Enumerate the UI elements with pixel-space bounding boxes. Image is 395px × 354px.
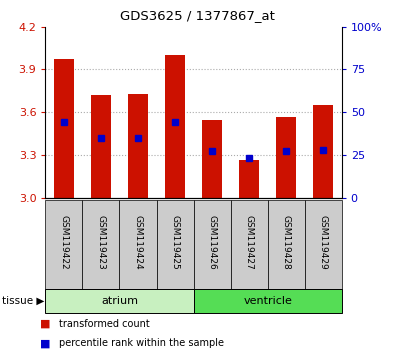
- Bar: [156, 200, 194, 289]
- Bar: [165, 55, 185, 198]
- Bar: [239, 160, 259, 198]
- Text: transformed count: transformed count: [59, 319, 150, 329]
- Bar: [128, 94, 148, 198]
- Bar: [276, 117, 296, 198]
- Bar: [305, 200, 342, 289]
- Text: GSM119425: GSM119425: [171, 215, 180, 270]
- Bar: [91, 95, 111, 198]
- Text: GSM119428: GSM119428: [282, 215, 291, 270]
- Text: GDS3625 / 1377867_at: GDS3625 / 1377867_at: [120, 9, 275, 22]
- Text: percentile rank within the sample: percentile rank within the sample: [59, 338, 224, 348]
- Bar: [194, 289, 342, 313]
- Text: GSM119424: GSM119424: [134, 215, 143, 270]
- Text: GSM119427: GSM119427: [245, 215, 254, 270]
- Text: GSM119429: GSM119429: [319, 215, 328, 270]
- Bar: [45, 200, 83, 289]
- Bar: [54, 59, 74, 198]
- Bar: [120, 200, 156, 289]
- Text: GSM119423: GSM119423: [96, 215, 105, 270]
- Bar: [83, 200, 120, 289]
- Text: ventricle: ventricle: [243, 296, 292, 306]
- Bar: [202, 120, 222, 198]
- Text: ■: ■: [40, 319, 50, 329]
- Bar: [231, 200, 268, 289]
- Bar: [313, 105, 333, 198]
- Bar: [45, 289, 194, 313]
- Bar: [268, 200, 305, 289]
- Bar: [194, 200, 231, 289]
- Text: tissue ▶: tissue ▶: [2, 296, 44, 306]
- Text: GSM119426: GSM119426: [207, 215, 216, 270]
- Text: atrium: atrium: [101, 296, 138, 306]
- Text: ■: ■: [40, 338, 50, 348]
- Text: GSM119422: GSM119422: [59, 215, 68, 270]
